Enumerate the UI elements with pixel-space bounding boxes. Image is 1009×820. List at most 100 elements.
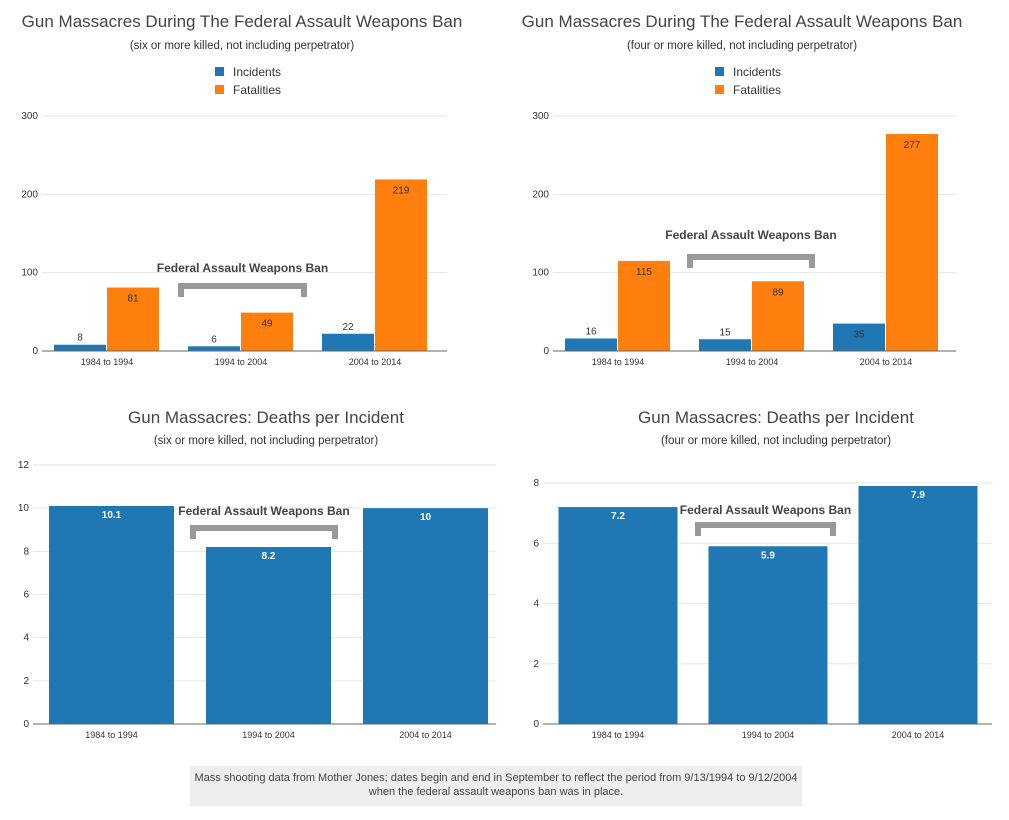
chart-svg: Gun Massacres: Deaths per Incident (four …: [533, 408, 992, 740]
x-tick-label: 1994 to 2004: [242, 730, 295, 740]
y-tick-label: 300: [532, 111, 549, 122]
chart-panel-six-or-more-deaths-per-incident: Gun Massacres: Deaths per Incident (six o…: [0, 395, 500, 745]
footnote: Mass shooting data from Mother Jones; da…: [190, 766, 802, 806]
data-label: 10: [420, 512, 432, 523]
data-label: 8.2: [262, 551, 276, 562]
x-tick-label: 1984 to 1994: [592, 357, 645, 367]
bar-incidents-2: [322, 333, 374, 351]
x-tick-label: 2004 to 2014: [349, 357, 402, 367]
chart-subtitle: (six or more killed, not including perpe…: [154, 435, 379, 447]
chart-subtitle: (four or more killed, not including perp…: [661, 435, 891, 447]
data-label: 16: [585, 326, 597, 337]
chart-title: Gun Massacres: Deaths per Incident: [638, 408, 914, 427]
data-label: 8: [77, 333, 83, 344]
ban-bracket: [190, 525, 338, 539]
legend: Incidents Fatalities: [215, 65, 281, 97]
chart-svg: Gun Massacres: Deaths per Incident (six o…: [18, 408, 496, 740]
bar-deaths-per-incident-1: [206, 547, 331, 724]
ban-annotation-label: Federal Assault Weapons Ban: [157, 261, 328, 275]
bar-deaths-per-incident-2: [363, 508, 488, 724]
y-tick-label: 6: [533, 538, 539, 549]
y-tick-label: 0: [543, 346, 549, 357]
y-tick-label: 4: [533, 599, 539, 610]
chart-subtitle: (four or more killed, not including perp…: [627, 40, 857, 52]
y-tick-label: 100: [532, 268, 549, 279]
footnote-line-2: when the federal assault weapons ban was…: [368, 786, 624, 798]
data-label: 35: [853, 330, 865, 341]
chart-title: Gun Massacres During The Federal Assault…: [22, 12, 463, 31]
bar-deaths-per-incident-1: [708, 546, 828, 724]
y-tick-label: 8: [533, 478, 539, 489]
bar-deaths-per-incident-0: [558, 507, 678, 724]
ban-annotation: Federal Assault Weapons Ban: [178, 504, 350, 539]
x-tick-label: 1994 to 2004: [742, 730, 795, 740]
legend-swatch-fatalities: [215, 85, 224, 94]
data-label: 277: [904, 140, 921, 151]
x-tick-label: 2004 to 2014: [860, 357, 913, 367]
y-tick-label: 200: [21, 189, 38, 200]
legend-swatch-incidents: [215, 67, 224, 76]
y-tick-label: 0: [32, 346, 38, 357]
y-tick-label: 12: [18, 460, 30, 471]
y-tick-label: 100: [21, 268, 38, 279]
x-tick-label: 1984 to 1994: [85, 730, 138, 740]
y-tick-label: 8: [23, 546, 29, 557]
bar-deaths-per-incident-0: [49, 506, 174, 724]
data-label: 7.9: [911, 490, 925, 501]
bar-fatalities-2: [375, 179, 427, 351]
chart-title: Gun Massacres During The Federal Assault…: [522, 12, 963, 31]
legend: Incidents Fatalities: [715, 65, 781, 97]
legend-swatch-incidents: [715, 67, 724, 76]
data-label: 89: [772, 287, 784, 298]
x-tick-label: 1994 to 2004: [726, 357, 779, 367]
ban-annotation-label: Federal Assault Weapons Ban: [665, 228, 836, 242]
chart-svg: Gun Massacres During The Federal Assault…: [21, 12, 463, 367]
bar-fatalities-2: [886, 134, 938, 351]
chart-panel-six-or-more-massacres: Gun Massacres During The Federal Assault…: [0, 0, 500, 380]
chart-panel-four-or-more-deaths-per-incident: Gun Massacres: Deaths per Incident (four …: [500, 395, 1009, 745]
x-tick-label: 1984 to 1994: [81, 357, 134, 367]
legend-label-incidents: Incidents: [733, 65, 781, 79]
bar-incidents-0: [54, 344, 106, 351]
chart-title: Gun Massacres: Deaths per Incident: [128, 408, 404, 427]
ban-annotation: Federal Assault Weapons Ban: [665, 228, 837, 268]
bar-incidents-0: [565, 338, 617, 351]
x-tick-label: 2004 to 2014: [399, 730, 452, 740]
bar-incidents-1: [699, 339, 751, 351]
y-tick-label: 300: [21, 111, 38, 122]
bar-fatalities-0: [107, 287, 159, 351]
y-tick-label: 6: [23, 590, 29, 601]
bar-deaths-per-incident-2: [858, 486, 978, 724]
data-label: 6: [211, 334, 217, 345]
x-tick-label: 1984 to 1994: [592, 730, 645, 740]
legend-label-fatalities: Fatalities: [233, 83, 281, 97]
data-label: 15: [719, 327, 731, 338]
ban-annotation-label: Federal Assault Weapons Ban: [680, 503, 851, 517]
data-label: 7.2: [611, 511, 625, 522]
data-label: 22: [342, 322, 354, 333]
data-label: 115: [636, 267, 652, 278]
y-tick-label: 0: [23, 719, 29, 730]
data-label: 219: [393, 185, 410, 196]
x-tick-label: 1994 to 2004: [215, 357, 268, 367]
legend-label-incidents: Incidents: [233, 65, 281, 79]
y-tick-label: 0: [533, 719, 539, 730]
bar-fatalities-1: [241, 312, 293, 351]
x-tick-label: 2004 to 2014: [892, 730, 945, 740]
ban-annotation: Federal Assault Weapons Ban: [157, 261, 328, 297]
y-tick-label: 2: [23, 676, 29, 687]
data-label: 49: [261, 319, 273, 330]
data-label: 10.1: [102, 510, 122, 521]
y-tick-label: 4: [23, 633, 29, 644]
bar-fatalities-0: [618, 260, 670, 351]
ban-annotation-label: Federal Assault Weapons Ban: [178, 504, 349, 518]
ban-annotation: Federal Assault Weapons Ban: [680, 503, 851, 536]
y-tick-label: 10: [18, 503, 30, 514]
data-label: 81: [127, 294, 139, 305]
chart-svg: Gun Massacres During The Federal Assault…: [522, 12, 963, 367]
footnote-line-1: Mass shooting data from Mother Jones; da…: [194, 772, 798, 784]
bar-incidents-1: [188, 346, 240, 351]
ban-bracket: [687, 254, 815, 268]
chart-panel-four-or-more-massacres: Gun Massacres During The Federal Assault…: [500, 0, 1009, 380]
chart-subtitle: (six or more killed, not including perpe…: [130, 40, 355, 52]
